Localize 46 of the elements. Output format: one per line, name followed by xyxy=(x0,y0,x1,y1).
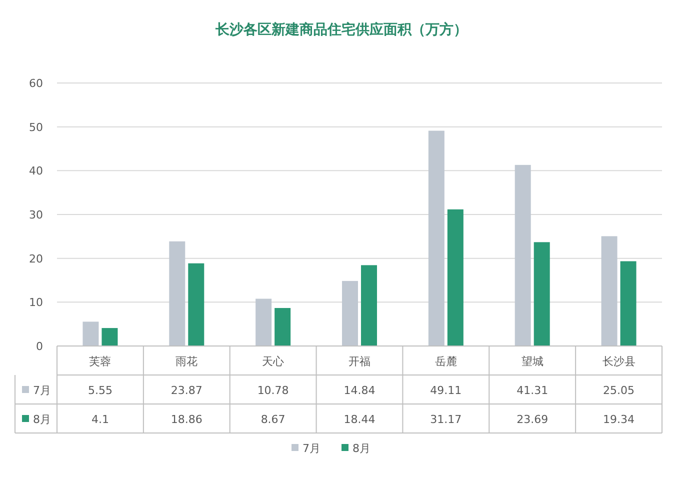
bar xyxy=(447,209,464,346)
bar xyxy=(620,261,636,346)
legend-label: 7月 xyxy=(33,384,51,397)
bar xyxy=(169,241,186,346)
data-label: 8.67 xyxy=(260,413,286,426)
x-tick-label: 长沙县 xyxy=(602,355,636,368)
y-tick-label: 10 xyxy=(29,296,43,310)
bar xyxy=(102,328,118,346)
bar xyxy=(274,308,291,346)
data-label: 14.84 xyxy=(344,384,376,397)
data-label: 25.05 xyxy=(603,384,635,397)
y-tick-label: 50 xyxy=(29,120,43,134)
data-label: 41.31 xyxy=(516,384,548,397)
data-label: 18.86 xyxy=(170,413,202,426)
bar xyxy=(534,242,550,346)
bar xyxy=(428,130,444,346)
y-tick-label: 0 xyxy=(36,340,43,353)
y-tick-label: 30 xyxy=(29,208,43,222)
y-tick-label: 60 xyxy=(29,77,43,90)
data-label: 23.87 xyxy=(170,384,202,397)
data-label: 5.55 xyxy=(88,384,112,397)
x-tick-label: 芙蓉 xyxy=(89,355,112,368)
data-label: 19.34 xyxy=(603,413,635,426)
x-tick-label: 天心 xyxy=(262,355,284,368)
legend-label: 8月 xyxy=(33,413,51,426)
data-label: 10.78 xyxy=(257,384,289,397)
bar xyxy=(514,164,531,346)
bar xyxy=(361,265,377,346)
bar xyxy=(256,298,272,346)
x-tick-label: 望城 xyxy=(521,355,544,368)
bar xyxy=(601,236,618,346)
data-label: 49.11 xyxy=(430,384,462,397)
x-tick-label: 岳麓 xyxy=(434,355,457,368)
legend: 7月 8月 xyxy=(292,442,370,455)
data-label: 4.1 xyxy=(91,413,109,426)
chart-title: 长沙各区新建商品住宅供应面积（万方） xyxy=(214,21,468,38)
data-label: 18.44 xyxy=(344,413,376,426)
y-tick-label: 40 xyxy=(29,164,43,178)
bar xyxy=(342,280,358,346)
y-tick-label: 20 xyxy=(29,252,43,266)
data-label: 23.69 xyxy=(516,413,548,426)
data-label: 31.17 xyxy=(430,413,462,426)
x-tick-label: 雨花 xyxy=(176,355,198,368)
x-tick-label: 开福 xyxy=(348,355,370,368)
bar xyxy=(82,322,99,346)
bar xyxy=(188,263,204,346)
